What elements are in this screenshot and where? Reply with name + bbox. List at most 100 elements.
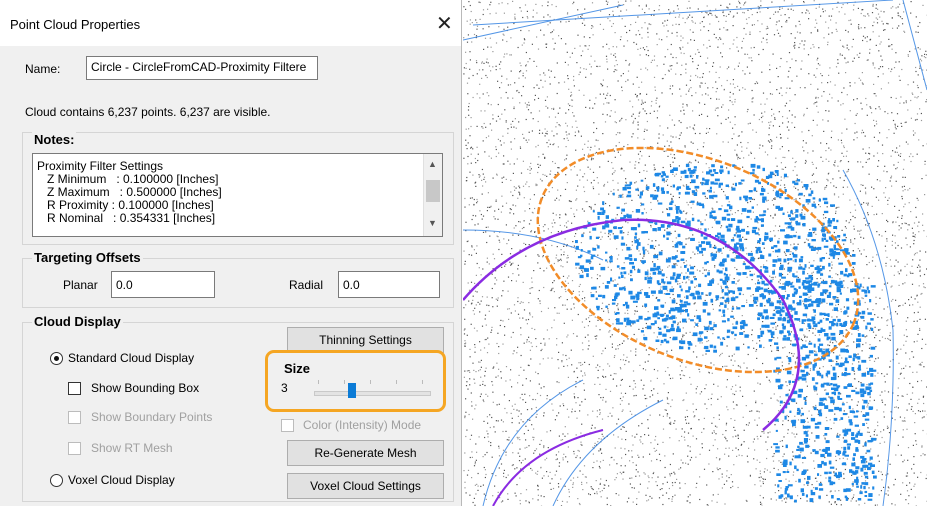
grey-point (873, 399, 875, 401)
grey-point (629, 483, 631, 485)
notes-scrollbar[interactable]: ▲ ▼ (423, 154, 442, 236)
grey-point (828, 344, 831, 347)
grey-point (596, 460, 598, 462)
grey-point (613, 150, 615, 152)
grey-point (572, 486, 574, 488)
grey-point (473, 327, 476, 329)
grey-point (819, 282, 822, 284)
grey-point (763, 478, 765, 480)
grey-point (487, 206, 489, 208)
grey-point (806, 238, 808, 240)
standard-cloud-radio[interactable] (50, 352, 63, 365)
grey-point (572, 241, 574, 243)
grey-point (565, 131, 567, 133)
grey-point (804, 213, 806, 215)
thinning-settings-button[interactable]: Thinning Settings (287, 327, 444, 353)
grey-point (491, 381, 493, 383)
notes-textarea[interactable]: Proximity Filter Settings Z Minimum : 0.… (32, 153, 443, 237)
standard-cloud-label: Standard Cloud Display (68, 351, 195, 365)
grey-point (535, 345, 538, 348)
grey-point (579, 470, 581, 472)
grey-point (802, 140, 804, 142)
grey-point (680, 266, 682, 268)
radial-input[interactable]: 0.0 (338, 271, 440, 298)
grey-point (632, 133, 634, 135)
bounding-box-checkbox[interactable] (68, 382, 81, 395)
point-cloud-viewport[interactable] (463, 0, 927, 506)
grey-point (731, 310, 733, 312)
grey-point (486, 92, 488, 94)
grey-point (500, 319, 502, 321)
voxel-cloud-settings-button[interactable]: Voxel Cloud Settings (287, 473, 444, 499)
scroll-up-icon[interactable]: ▲ (428, 159, 437, 169)
size-slider-track[interactable] (314, 391, 431, 396)
grey-point (846, 458, 848, 460)
grey-point (881, 336, 884, 338)
grey-point (848, 416, 850, 418)
grey-point (883, 411, 885, 413)
voxel-cloud-radio[interactable] (50, 474, 63, 487)
grey-point (683, 334, 685, 336)
grey-point (699, 270, 701, 272)
grey-point (661, 281, 663, 284)
grey-point (676, 62, 678, 64)
grey-point (736, 36, 738, 39)
grey-point (694, 315, 696, 317)
grey-point (666, 481, 668, 483)
grey-point (529, 198, 531, 200)
color-mode-checkbox[interactable] (281, 419, 294, 432)
boundary-points-checkbox[interactable] (68, 411, 81, 424)
scroll-thumb[interactable] (426, 180, 440, 202)
grey-point (506, 412, 508, 414)
regenerate-mesh-button[interactable]: Re-Generate Mesh (287, 440, 444, 466)
grey-point (658, 38, 660, 40)
grey-point (727, 141, 729, 143)
rt-mesh-checkbox[interactable] (68, 442, 81, 455)
grey-point (719, 355, 721, 357)
grey-point (582, 148, 584, 150)
grey-point (565, 290, 567, 293)
grey-point (679, 482, 681, 484)
size-slider-thumb[interactable] (348, 383, 356, 398)
grey-point (555, 470, 558, 472)
grey-point (881, 401, 884, 403)
grey-point (677, 8, 679, 10)
grey-point (720, 52, 722, 54)
grey-point (647, 360, 649, 362)
planar-input[interactable]: 0.0 (111, 271, 215, 298)
grey-point (775, 321, 777, 324)
grey-point (879, 442, 881, 444)
grey-point (837, 258, 839, 260)
grey-point (728, 355, 730, 357)
scroll-down-icon[interactable]: ▼ (428, 218, 437, 228)
grey-point (831, 267, 833, 269)
grey-point (562, 354, 564, 356)
grey-point (519, 7, 521, 9)
name-field[interactable]: Circle - CircleFromCAD-Proximity Filtere (86, 56, 318, 80)
grey-point (898, 284, 900, 286)
grey-point (617, 345, 619, 347)
grey-point (709, 12, 711, 14)
grey-point (486, 261, 488, 263)
grey-point (878, 35, 880, 37)
grey-point (680, 467, 682, 469)
grey-point (801, 339, 804, 342)
grey-point (781, 26, 783, 28)
grey-point (784, 105, 786, 107)
grey-point (633, 487, 635, 489)
grey-point (832, 178, 834, 180)
grey-point (562, 304, 564, 306)
grey-point (625, 119, 627, 121)
grey-point (466, 176, 468, 179)
grey-point (727, 287, 729, 289)
grey-point (845, 29, 847, 31)
close-icon[interactable]: ✕ (436, 13, 453, 35)
grey-point (568, 488, 570, 491)
grey-point (905, 365, 907, 367)
grey-point (815, 404, 817, 407)
grey-point (554, 116, 557, 118)
grey-point (857, 329, 859, 331)
grey-point (492, 177, 494, 179)
grey-point (840, 308, 842, 310)
grey-point (862, 166, 864, 168)
